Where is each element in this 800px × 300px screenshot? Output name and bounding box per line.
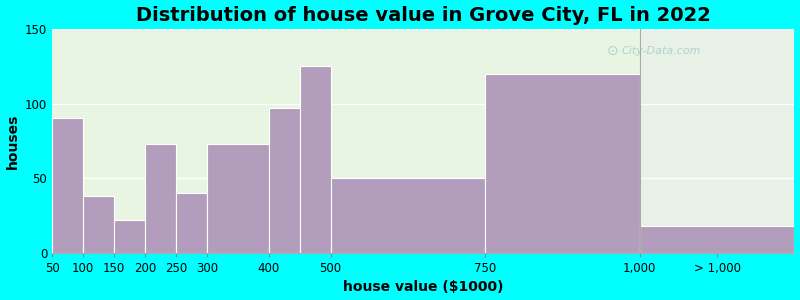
Text: ⊙: ⊙ [606, 44, 618, 58]
Bar [640, 29, 794, 253]
Title: Distribution of house value in Grove City, FL in 2022: Distribution of house value in Grove Cit… [136, 6, 710, 25]
Bar [176, 193, 207, 253]
Bar [83, 196, 114, 253]
Bar [485, 74, 640, 253]
Bar [640, 226, 794, 253]
Bar [52, 118, 83, 253]
Bar [300, 66, 330, 253]
X-axis label: house value ($1000): house value ($1000) [343, 280, 503, 294]
Bar [207, 144, 269, 253]
Bar [114, 220, 145, 253]
Y-axis label: houses: houses [6, 113, 19, 169]
Text: City-Data.com: City-Data.com [621, 46, 701, 56]
Bar [269, 108, 300, 253]
Bar [145, 144, 176, 253]
Bar [330, 178, 485, 253]
